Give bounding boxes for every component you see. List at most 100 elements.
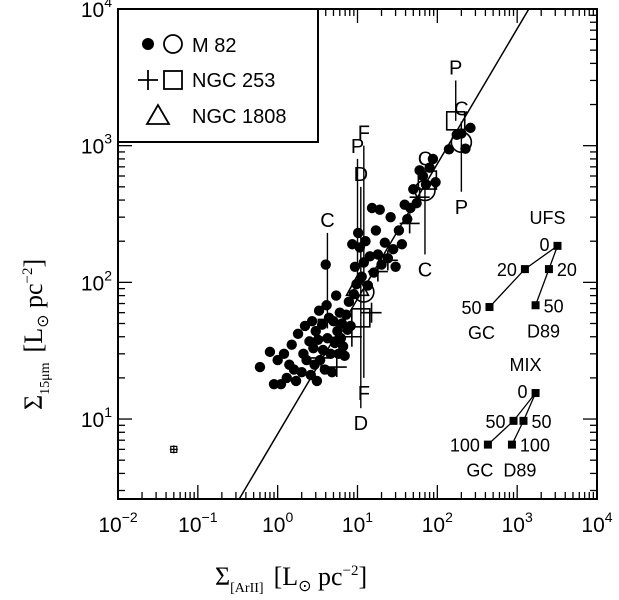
- x-tick-label: 10−1: [178, 509, 218, 537]
- legend-dot-marker: [142, 38, 154, 50]
- x-tick-label: 103: [502, 509, 533, 537]
- range-label: P: [449, 57, 462, 79]
- legend-circle-marker: [163, 34, 183, 54]
- ngc253-data-point: [341, 326, 362, 347]
- m82-data-point: [313, 305, 325, 316]
- track-fraction-label: 100: [450, 436, 480, 456]
- track-fraction-label: 50: [544, 296, 564, 316]
- m82-data-point: [385, 211, 396, 223]
- mixing-track: UFS 0 20 50 GC 20 50 D89: [461, 208, 577, 343]
- m82-data-point: [349, 261, 361, 272]
- range-label: F: [358, 383, 370, 405]
- track-node: [507, 440, 516, 449]
- legend: M 82 NGC 253 NGC 1808: [117, 8, 319, 143]
- m82-data-point: [264, 346, 276, 358]
- m82-data-point: [364, 251, 376, 262]
- legend-plus-marker: [138, 70, 158, 90]
- m82-data-point: [360, 236, 371, 247]
- track-node: [485, 303, 494, 312]
- annotated-marker: CC: [414, 148, 436, 281]
- track-fraction-label: 20: [557, 260, 577, 280]
- ngc253-data-point: [409, 187, 430, 208]
- m82-data-point: [335, 333, 347, 344]
- range-label: P: [455, 197, 468, 219]
- annotated-marker: P: [445, 57, 466, 131]
- m82-data-point: [281, 372, 292, 384]
- fit-line: [238, 8, 530, 500]
- m82-data-point: [301, 354, 312, 366]
- legend-label-ngc1808: NGC 1808: [192, 106, 287, 128]
- range-label: F: [358, 123, 370, 145]
- m82-data-point: [366, 202, 378, 214]
- range-label: P: [351, 136, 364, 158]
- m82-data-point: [290, 375, 302, 387]
- track-fraction-label: 20: [497, 260, 517, 280]
- annotated-marker: P: [345, 136, 370, 297]
- m82-data-point: [368, 267, 379, 278]
- m82-data-point: [379, 237, 391, 248]
- track-end-label: GC: [466, 461, 493, 481]
- range-label: C: [418, 259, 432, 281]
- x-axis-label: Σ[ArII] [L⊙ pc−2]: [215, 562, 367, 596]
- annotated-marker: CP: [450, 99, 473, 219]
- track-end-label: D89: [527, 321, 560, 341]
- track-title: MIX: [510, 355, 542, 375]
- annotated-marker: [417, 170, 438, 190]
- annotated-marker: FF: [353, 123, 375, 405]
- x-tick-label: 104: [581, 509, 612, 537]
- track-node: [520, 265, 529, 274]
- m82-data-point: [343, 296, 355, 308]
- legend-label-m82: M 82: [192, 35, 236, 57]
- range-label: C: [320, 210, 334, 232]
- open-triangle-marker: [345, 273, 370, 297]
- x-tick-label: 102: [422, 509, 453, 537]
- range-label: C: [418, 148, 432, 170]
- m82-data-point: [330, 290, 342, 301]
- track-fraction-label: 100: [520, 436, 550, 456]
- track-fraction-label: 50: [531, 412, 551, 432]
- ngc253-data-point: [311, 347, 332, 368]
- track-node: [483, 440, 492, 449]
- m82-data-point: [345, 320, 356, 332]
- y-axis-label: Σ15μm[L⊙ pc−2]: [19, 259, 53, 410]
- track-fraction-label: 50: [461, 298, 481, 318]
- y-tick-label: 103: [81, 131, 112, 159]
- m82-data-point: [337, 341, 349, 352]
- m82-data-point: [325, 348, 336, 360]
- track-end-label: D89: [503, 461, 536, 481]
- legend-triangle-marker: [145, 103, 171, 125]
- m82-data-point: [427, 153, 439, 165]
- m82-data-point: [376, 259, 387, 270]
- ngc253-data-point: [326, 357, 347, 378]
- m82-data-point: [465, 122, 476, 134]
- m82-data-point: [340, 309, 352, 320]
- y-tick-label: 104: [81, 0, 112, 22]
- m82-data-point: [306, 315, 318, 327]
- legend-frame: [117, 8, 319, 143]
- legend-label-ngc253: NGC 253: [192, 70, 275, 92]
- m82-data-point: [320, 259, 331, 270]
- open-square-marker: [417, 170, 438, 190]
- m82-data-point: [339, 350, 350, 362]
- range-label: D: [354, 164, 368, 186]
- m82-data-point: [393, 225, 405, 236]
- m82-data-point: [390, 261, 401, 272]
- m82-data-point: [311, 375, 323, 387]
- track-title: UFS: [529, 208, 565, 228]
- x-tick-label: 100: [262, 509, 293, 537]
- track-node: [544, 265, 553, 274]
- track-anchor-label: 0: [518, 382, 528, 402]
- m82-data-point: [296, 367, 307, 378]
- m82-data-point: [314, 354, 326, 366]
- m82-data-point: [292, 328, 304, 340]
- m82-data-point: [326, 367, 338, 378]
- track-node: [509, 416, 518, 425]
- y-tick-label: 102: [81, 267, 112, 295]
- ngc253-data-point: [399, 213, 420, 234]
- track-fraction-label: 50: [485, 412, 505, 432]
- m82-data-point: [272, 354, 283, 366]
